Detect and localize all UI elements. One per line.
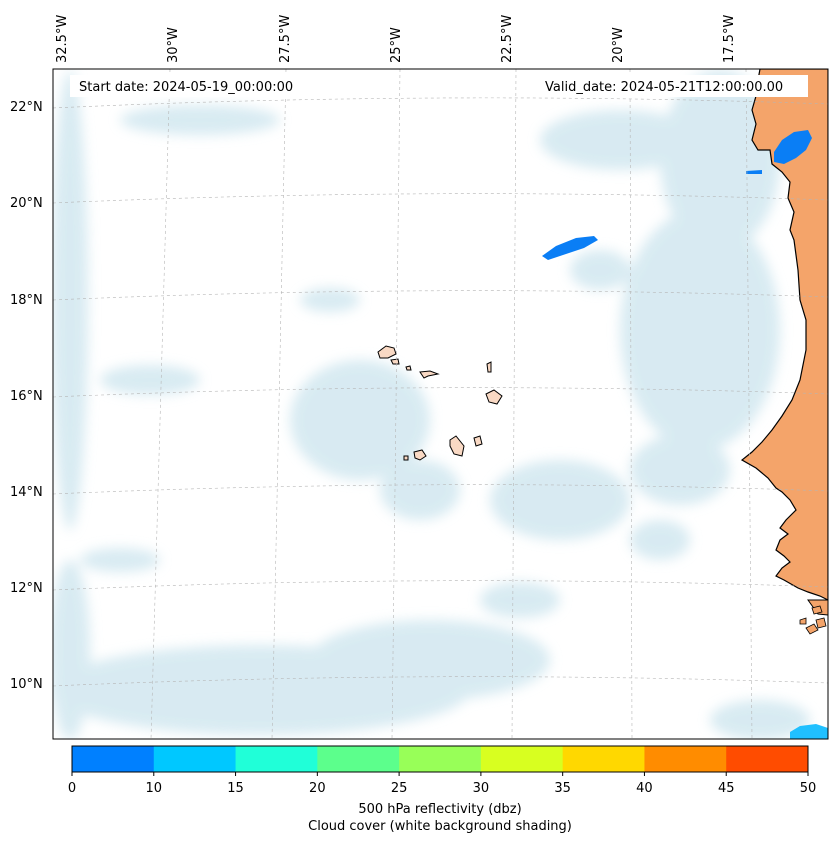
colorbar-swatch bbox=[235, 746, 318, 772]
colorbar-border bbox=[71, 745, 809, 773]
colorbar-swatch bbox=[153, 746, 237, 772]
colorbar-tick-label: 15 bbox=[227, 781, 244, 796]
lat-label-16n: 16°N bbox=[10, 389, 43, 404]
colorbar-swatch bbox=[317, 746, 400, 772]
colorbar-tick-label: 10 bbox=[146, 781, 163, 796]
lon-label-27-5w: 27.5°W bbox=[278, 15, 293, 63]
colorbar-tick-label: 40 bbox=[636, 781, 653, 796]
colorbar-swatch bbox=[72, 746, 155, 772]
colorbar-tick-label: 0 bbox=[68, 781, 76, 796]
colorbar-swatch bbox=[480, 746, 564, 772]
longitude-labels: 32.5°W 30°W 27.5°W 25°W 22.5°W 20°W 17.5… bbox=[55, 15, 737, 63]
colorbar-swatch bbox=[562, 746, 645, 772]
colorbar-tick-label: 35 bbox=[554, 781, 571, 796]
start-date-label: Start date: 2024-05-19_00:00:00 bbox=[79, 80, 293, 95]
graticule bbox=[53, 69, 828, 739]
map-border bbox=[52, 68, 829, 740]
start-date-box: Start date: 2024-05-19_00:00:00 bbox=[70, 75, 310, 97]
colorbar-tick-label: 25 bbox=[391, 781, 408, 796]
colorbar-swatch bbox=[644, 746, 727, 772]
colorbar-title: 500 hPa reflectivity (dbz) bbox=[358, 802, 521, 817]
colorbar-swatches bbox=[72, 746, 809, 772]
colorbar-swatch bbox=[726, 746, 809, 772]
lon-label-30w: 30°W bbox=[166, 27, 181, 63]
africa-landmass bbox=[740, 69, 828, 601]
valid-date-box: Valid_date: 2024-05-21T12:00:00.00 bbox=[538, 75, 808, 97]
reflectivity-patches bbox=[542, 130, 828, 739]
colorbar-swatch bbox=[399, 746, 482, 772]
colorbar-subtitle: Cloud cover (white background shading) bbox=[308, 819, 572, 834]
colorbar-tick-label: 45 bbox=[718, 781, 735, 796]
map-panel: Start date: 2024-05-19_00:00:00 Valid_da… bbox=[52, 68, 829, 740]
lat-label-10n: 10°N bbox=[10, 677, 43, 692]
colorbar-tick-label: 30 bbox=[473, 781, 490, 796]
colorbar-ticks: 0 10 15 20 25 30 35 40 45 50 bbox=[68, 772, 816, 796]
cabo-verde-islands bbox=[377, 345, 503, 461]
lon-label-20w: 20°W bbox=[611, 27, 626, 63]
lon-label-22-5w: 22.5°W bbox=[500, 15, 515, 63]
lon-label-17-5w: 17.5°W bbox=[722, 15, 737, 63]
lat-label-14n: 14°N bbox=[10, 485, 43, 500]
lon-label-25w: 25°W bbox=[389, 27, 404, 63]
lat-label-18n: 18°N bbox=[10, 293, 43, 308]
colorbar: 0 10 15 20 25 30 35 40 45 50 500 hPa reflectivity… bbox=[68, 745, 816, 834]
lat-label-20n: 20°N bbox=[10, 196, 43, 211]
cloud-cover-shading bbox=[53, 70, 810, 739]
lat-label-22n: 22°N bbox=[10, 100, 43, 115]
lon-label-32-5w: 32.5°W bbox=[55, 15, 70, 63]
latitude-labels: 22°N 20°N 18°N 16°N 14°N 12°N 10°N bbox=[10, 100, 43, 692]
valid-date-label: Valid_date: 2024-05-21T12:00:00.00 bbox=[545, 80, 783, 95]
bissau-islands bbox=[799, 605, 827, 635]
lat-label-12n: 12°N bbox=[10, 581, 43, 596]
colorbar-tick-label: 50 bbox=[800, 781, 817, 796]
colorbar-tick-label: 20 bbox=[309, 781, 326, 796]
